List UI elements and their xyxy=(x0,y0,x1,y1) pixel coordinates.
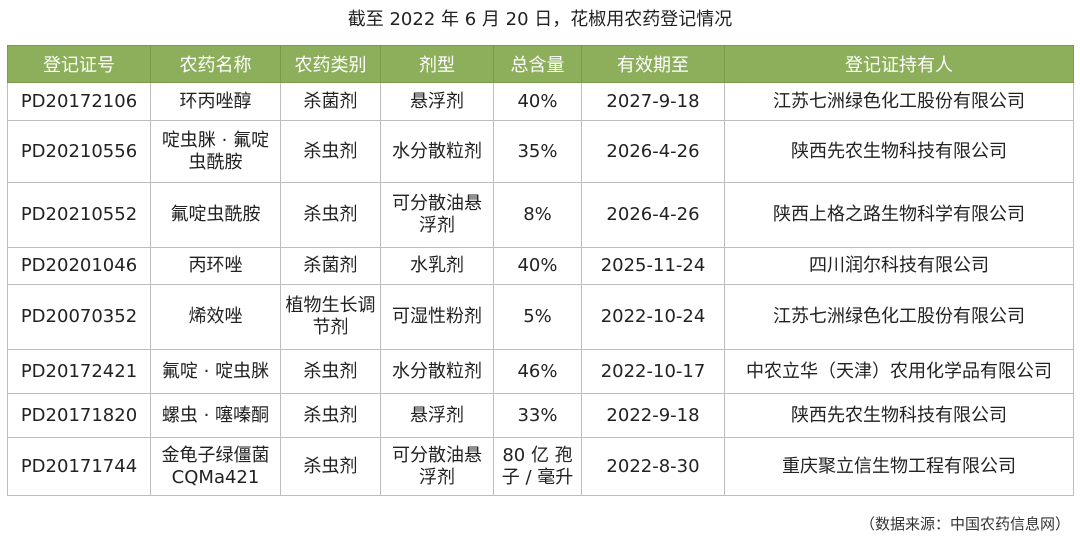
cell-category: 植物生长调节剂 xyxy=(280,284,381,350)
cell-reg-no: PD20210556 xyxy=(7,120,151,183)
cell-category: 杀菌剂 xyxy=(280,82,381,121)
header-valid-until: 有效期至 xyxy=(581,45,725,83)
cell-pesticide-name: 氟啶虫酰胺 xyxy=(150,182,281,248)
cell-formulation: 可湿性粉剂 xyxy=(380,284,494,350)
cell-pesticide-name: 螺虫 · 噻嗪酮 xyxy=(150,393,281,438)
cell-pesticide-name: 金龟子绿僵菌 CQMa421 xyxy=(150,437,281,496)
header-reg-no: 登记证号 xyxy=(7,45,151,83)
cell-content: 40% xyxy=(493,82,582,121)
cell-valid-until: 2027-9-18 xyxy=(581,82,725,121)
table-title: 截至 2022 年 6 月 20 日，花椒用农药登记情况 xyxy=(347,9,733,30)
header-row: 登记证号 农药名称 农药类别 剂型 总含量 有效期至 登记证持有人 xyxy=(7,45,1074,83)
cell-reg-no: PD20210552 xyxy=(7,182,151,248)
cell-formulation: 水乳剂 xyxy=(380,247,494,285)
cell-valid-until: 2022-10-24 xyxy=(581,284,725,350)
table-row: PD20210556 啶虫脒 · 氟啶虫酰胺 杀虫剂 水分散粒剂 35% 202… xyxy=(7,120,1074,183)
header-formulation: 剂型 xyxy=(380,45,494,83)
cell-category: 杀菌剂 xyxy=(280,247,381,285)
cell-holder: 陕西上格之路生物科学有限公司 xyxy=(724,182,1074,248)
cell-category: 杀虫剂 xyxy=(280,393,381,438)
cell-formulation: 可分散油悬浮剂 xyxy=(380,437,494,496)
cell-valid-until: 2026-4-26 xyxy=(581,120,725,183)
table-row: PD20172421 氟啶 · 啶虫脒 杀虫剂 水分散粒剂 46% 2022-1… xyxy=(7,349,1074,394)
cell-formulation: 悬浮剂 xyxy=(380,82,494,121)
cell-reg-no: PD20171744 xyxy=(7,437,151,496)
header-holder: 登记证持有人 xyxy=(724,45,1074,83)
registration-table: 登记证号 农药名称 农药类别 剂型 总含量 有效期至 登记证持有人 PD2017… xyxy=(7,45,1074,496)
cell-reg-no: PD20201046 xyxy=(7,247,151,285)
cell-reg-no: PD20171820 xyxy=(7,393,151,438)
cell-formulation: 可分散油悬浮剂 xyxy=(380,182,494,248)
header-category: 农药类别 xyxy=(280,45,381,83)
cell-reg-no: PD20070352 xyxy=(7,284,151,350)
table-row: PD20070352 烯效唑 植物生长调节剂 可湿性粉剂 5% 2022-10-… xyxy=(7,284,1074,350)
cell-holder: 重庆聚立信生物工程有限公司 xyxy=(724,437,1074,496)
cell-valid-until: 2022-9-18 xyxy=(581,393,725,438)
cell-content: 80 亿 孢子 / 毫升 xyxy=(493,437,582,496)
cell-category: 杀虫剂 xyxy=(280,437,381,496)
table-row: PD20171744 金龟子绿僵菌 CQMa421 杀虫剂 可分散油悬浮剂 80… xyxy=(7,437,1074,496)
table-row: PD20171820 螺虫 · 噻嗪酮 杀虫剂 悬浮剂 33% 2022-9-1… xyxy=(7,393,1074,438)
cell-reg-no: PD20172421 xyxy=(7,349,151,394)
header-pesticide-name: 农药名称 xyxy=(150,45,281,83)
cell-holder: 陕西先农生物科技有限公司 xyxy=(724,120,1074,183)
cell-holder: 陕西先农生物科技有限公司 xyxy=(724,393,1074,438)
cell-category: 杀虫剂 xyxy=(280,349,381,394)
cell-reg-no: PD20172106 xyxy=(7,82,151,121)
cell-category: 杀虫剂 xyxy=(280,120,381,183)
cell-formulation: 水分散粒剂 xyxy=(380,120,494,183)
cell-content: 5% xyxy=(493,284,582,350)
cell-formulation: 悬浮剂 xyxy=(380,393,494,438)
cell-formulation: 水分散粒剂 xyxy=(380,349,494,394)
cell-valid-until: 2026-4-26 xyxy=(581,182,725,248)
cell-holder: 江苏七洲绿色化工股份有限公司 xyxy=(724,284,1074,350)
cell-valid-until: 2025-11-24 xyxy=(581,247,725,285)
cell-pesticide-name: 丙环唑 xyxy=(150,247,281,285)
source-note: （数据来源：中国农药信息网） xyxy=(859,515,1070,533)
cell-pesticide-name: 烯效唑 xyxy=(150,284,281,350)
cell-pesticide-name: 啶虫脒 · 氟啶虫酰胺 xyxy=(150,120,281,183)
header-content: 总含量 xyxy=(493,45,582,83)
cell-content: 46% xyxy=(493,349,582,394)
cell-holder: 江苏七洲绿色化工股份有限公司 xyxy=(724,82,1074,121)
cell-content: 35% xyxy=(493,120,582,183)
cell-content: 33% xyxy=(493,393,582,438)
cell-pesticide-name: 氟啶 · 啶虫脒 xyxy=(150,349,281,394)
table-row: PD20210552 氟啶虫酰胺 杀虫剂 可分散油悬浮剂 8% 2026-4-2… xyxy=(7,182,1074,248)
cell-pesticide-name: 环丙唑醇 xyxy=(150,82,281,121)
cell-valid-until: 2022-8-30 xyxy=(581,437,725,496)
cell-content: 40% xyxy=(493,247,582,285)
table-row: PD20172106 环丙唑醇 杀菌剂 悬浮剂 40% 2027-9-18 江苏… xyxy=(7,82,1074,121)
cell-category: 杀虫剂 xyxy=(280,182,381,248)
cell-content: 8% xyxy=(493,182,582,248)
table-row: PD20201046 丙环唑 杀菌剂 水乳剂 40% 2025-11-24 四川… xyxy=(7,247,1074,285)
cell-holder: 中农立华（天津）农用化学品有限公司 xyxy=(724,349,1074,394)
cell-holder: 四川润尔科技有限公司 xyxy=(724,247,1074,285)
cell-valid-until: 2022-10-17 xyxy=(581,349,725,394)
